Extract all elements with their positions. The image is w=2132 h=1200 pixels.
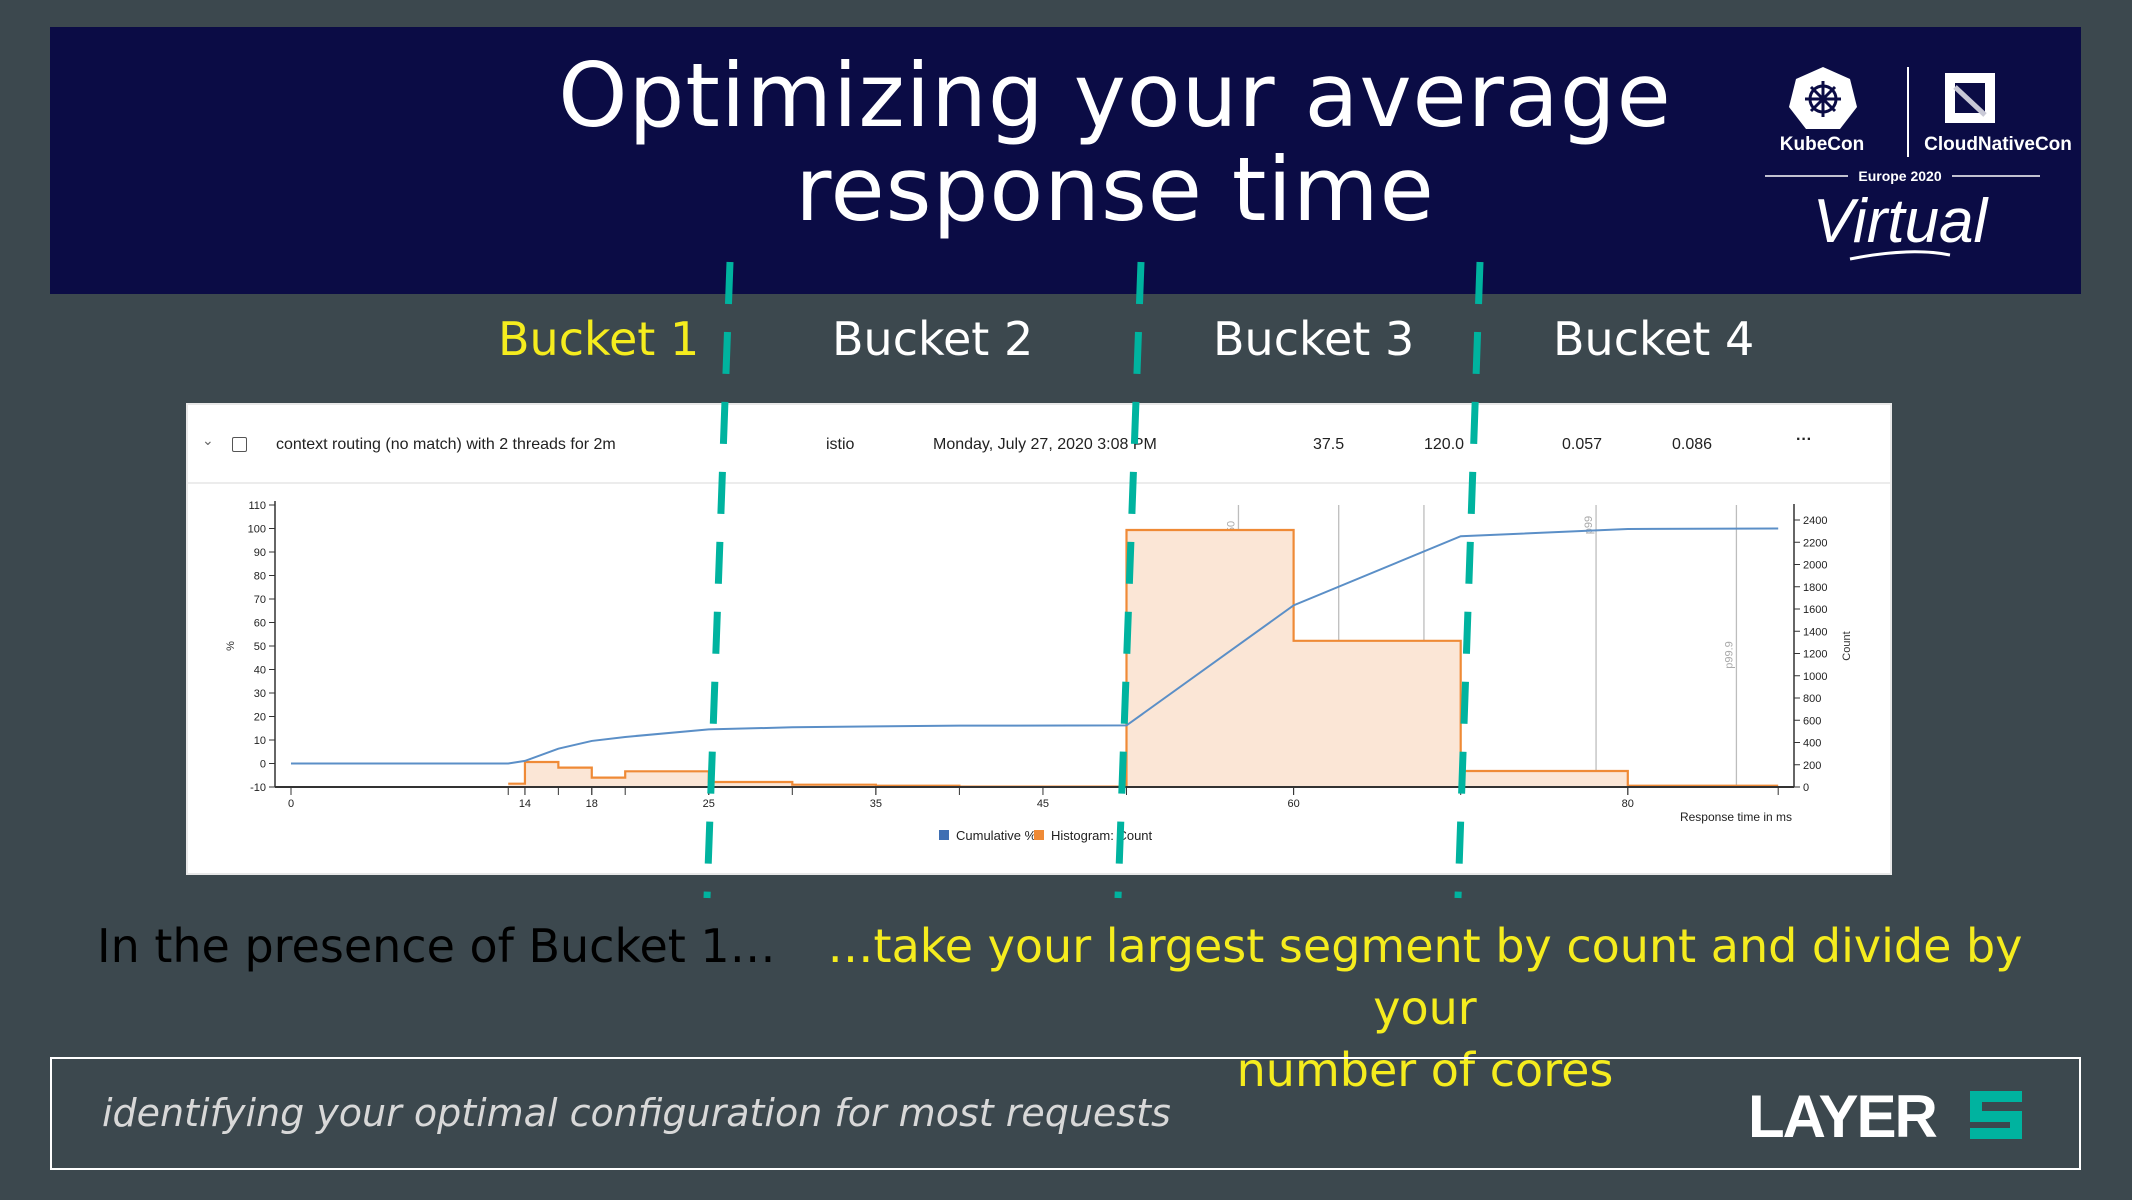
y-left-tick-label: 80	[254, 571, 266, 583]
y-right-tick-label: 1000	[1803, 671, 1827, 683]
legend-swatch-cumulative	[939, 830, 949, 840]
event-text: Europe 2020	[1858, 168, 1941, 184]
y-left-tick-label: 60	[254, 618, 266, 630]
y-left-tick-label: 110	[248, 500, 266, 512]
bucket-4-label: Bucket 4	[1553, 312, 1755, 366]
x-tick-label: 25	[703, 798, 715, 810]
y-left-tick-label: 90	[254, 547, 266, 559]
more-menu-icon[interactable]: ···	[1796, 431, 1812, 448]
note-right-line-2: number of cores	[1236, 1043, 1614, 1097]
tagline: identifying your optimal configuration f…	[102, 1091, 1171, 1135]
y-left-tick-label: 70	[254, 594, 266, 606]
x-axis-label: Response time in ms	[1680, 810, 1792, 824]
duration-value: 120.0	[1424, 436, 1465, 453]
x-tick-label: 60	[1287, 798, 1299, 810]
y-right-tick-label: 1400	[1803, 626, 1827, 638]
virtual-text: Virtual	[1813, 187, 1990, 256]
y-axis-right-label: Count	[1841, 631, 1853, 660]
test-date: Monday, July 27, 2020 3:08 PM	[933, 436, 1157, 453]
y-right-tick-label: 1800	[1803, 582, 1827, 594]
y-right-tick-label: 2400	[1803, 515, 1827, 527]
bucket-3-label: Bucket 3	[1213, 312, 1415, 366]
test-name: context routing (no match) with 2 thread…	[276, 436, 616, 453]
x-tick-label: 80	[1622, 798, 1634, 810]
cloudnativecon-text: CloudNativeCon	[1924, 134, 2072, 155]
kubecon-logo: KubeCon CloudNativeCon Europe 2020 Virtu…	[1750, 37, 2080, 287]
y-left-tick-label: -10	[250, 782, 266, 794]
chevron-down-icon[interactable]: ⌄	[202, 432, 214, 448]
kubecon-text: KubeCon	[1780, 134, 1864, 155]
x-tick-label: 14	[519, 798, 531, 810]
y-right-tick-label: 1200	[1803, 649, 1827, 661]
y-left-tick-label: 30	[254, 688, 266, 700]
histogram-area	[508, 530, 1779, 787]
note-right: …take your largest segment by count and …	[780, 915, 2070, 1101]
y-left-tick-label: 40	[254, 665, 266, 677]
y-left-tick-label: 10	[254, 735, 266, 747]
x-tick-label: 35	[870, 798, 882, 810]
row-checkbox[interactable]	[232, 437, 247, 452]
kubecon-logo-graphic: KubeCon CloudNativeCon Europe 2020 Virtu…	[1765, 67, 2072, 261]
y-left-tick-label: 0	[260, 759, 266, 771]
slide-header: Optimizing your average response time Ku…	[50, 27, 2081, 294]
x-tick-label: 18	[586, 798, 598, 810]
cumulative-line	[291, 527, 1779, 765]
qps-value: 37.5	[1313, 436, 1345, 453]
x-tick-label: 0	[288, 798, 294, 810]
y-right-tick-label: 200	[1803, 760, 1821, 772]
note-left: In the presence of Bucket 1…	[97, 919, 776, 973]
legend-swatch-histogram	[1034, 830, 1044, 840]
y-left-tick-label: 20	[254, 712, 266, 724]
y-right-tick-label: 1600	[1803, 604, 1827, 616]
x-tick-label: 45	[1037, 798, 1049, 810]
layer5-five-icon	[1970, 1091, 2022, 1139]
y-right-tick-label: 2200	[1803, 537, 1827, 549]
y-right-tick-label: 800	[1803, 693, 1821, 705]
histogram-outline	[508, 528, 1779, 788]
layer5-wordmark: LAYER	[1748, 1087, 1938, 1143]
bucket-1-label: Bucket 1	[498, 312, 700, 366]
legend-histogram[interactable]: Histogram: Count	[1051, 828, 1153, 843]
y-right-tick-label: 0	[1803, 782, 1809, 794]
y-left-tick-label: 50	[254, 641, 266, 653]
slide-footer: identifying your optimal configuration f…	[50, 1057, 2081, 1170]
layer5-logo: LAYER	[1748, 1087, 2022, 1143]
y-axis-left-label: %	[225, 641, 237, 651]
results-panel: ⌄ context routing (no match) with 2 thre…	[186, 403, 1892, 875]
y-right-tick-label: 2000	[1803, 560, 1827, 572]
slide-title: Optimizing your average response time	[350, 49, 1880, 237]
bucket-2-label: Bucket 2	[832, 312, 1034, 366]
y-right-tick-label: 600	[1803, 715, 1821, 727]
note-right-line-1: …take your largest segment by count and …	[827, 919, 2023, 1035]
p50-value: 0.057	[1562, 436, 1603, 453]
title-line-2: response time	[795, 138, 1435, 241]
result-row[interactable]: ⌄ context routing (no match) with 2 thre…	[188, 405, 1890, 484]
y-left-tick-label: 100	[248, 524, 266, 536]
title-line-1: Optimizing your average	[558, 44, 1672, 147]
y-right-tick-label: 400	[1803, 738, 1821, 750]
percentile-label: p99.9	[1723, 641, 1735, 669]
mesh-name: istio	[826, 436, 855, 453]
p99-value: 0.086	[1672, 436, 1713, 453]
legend: Cumulative % Histogram: Count	[939, 828, 1153, 843]
legend-cumulative[interactable]: Cumulative %	[956, 828, 1037, 843]
